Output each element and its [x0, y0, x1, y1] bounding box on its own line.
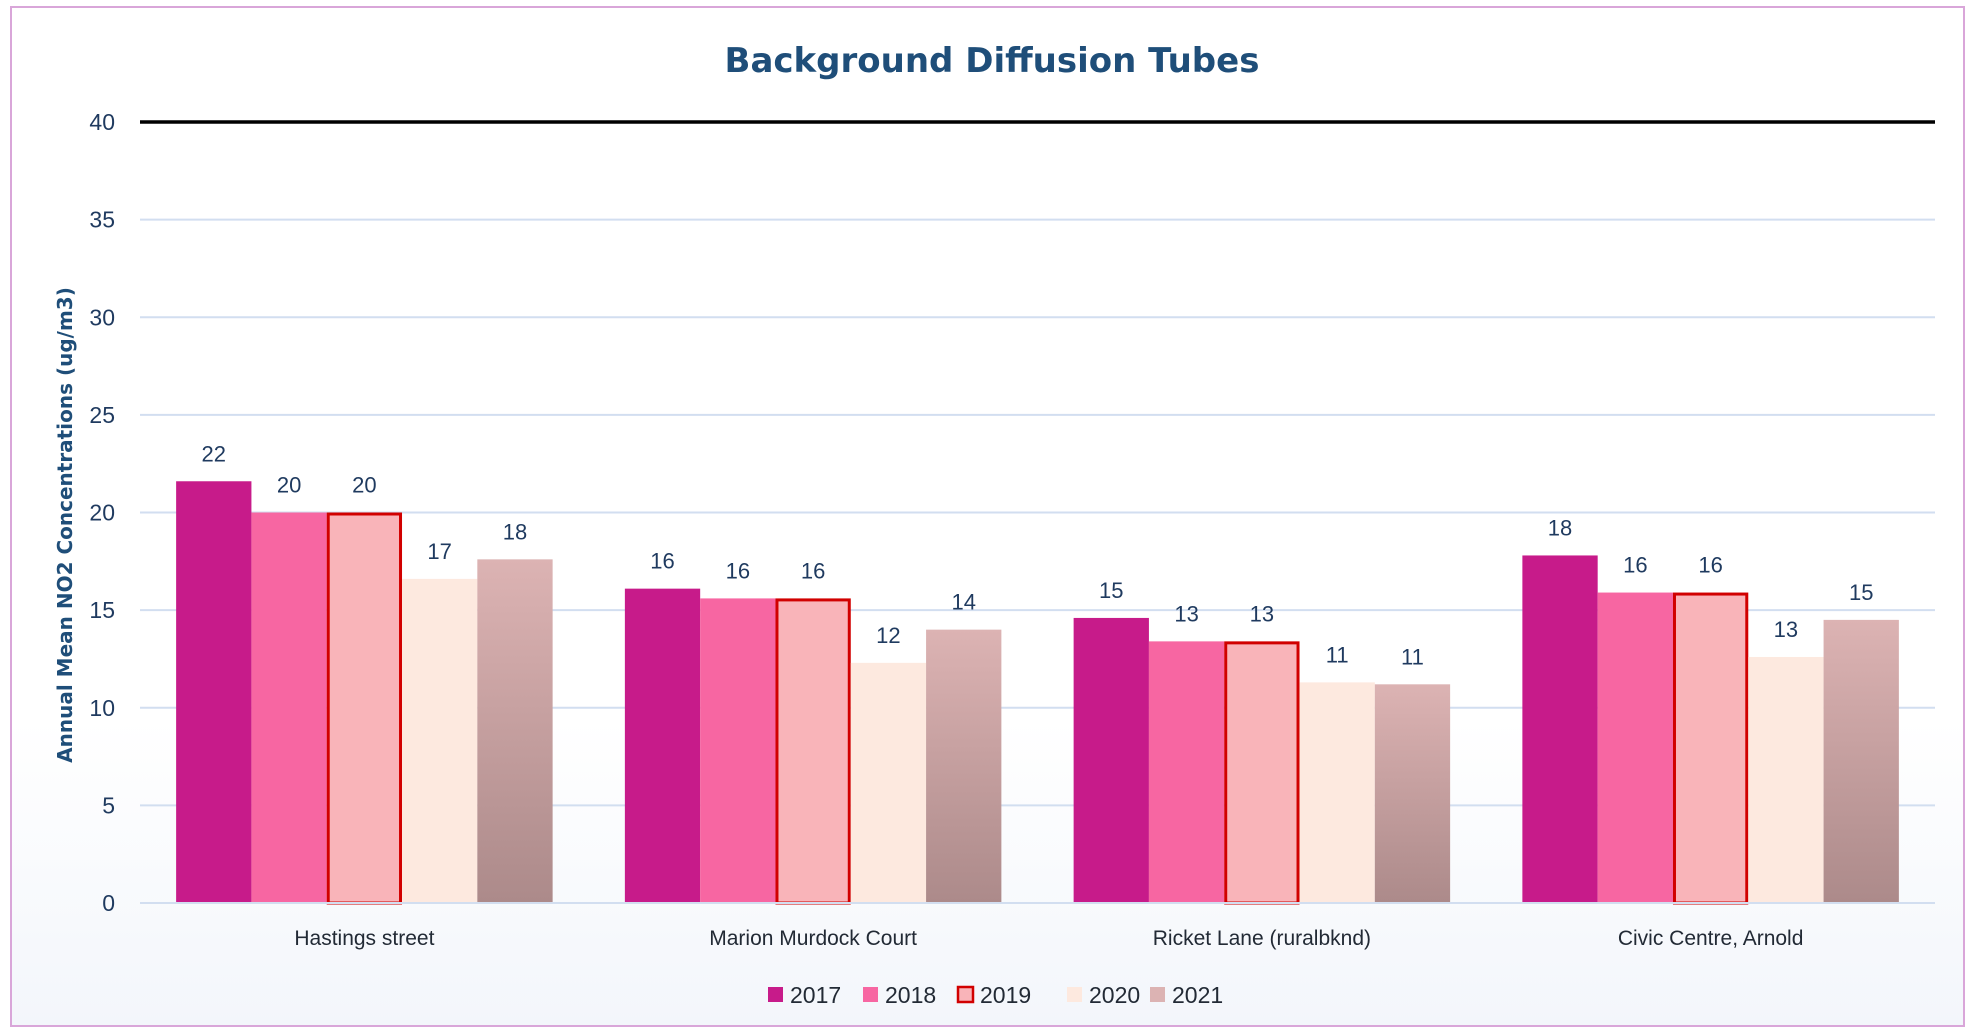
legend-label-2021: 2021	[1172, 982, 1223, 1008]
legend-label-2020: 2020	[1089, 982, 1140, 1008]
x-tick-label-1: Hastings street	[294, 927, 434, 950]
y-tick-label-35: 35	[89, 207, 115, 233]
legend-swatch-2018	[863, 987, 878, 1002]
bar-2019-1	[326, 512, 403, 905]
bar-2019-3	[1224, 641, 1300, 905]
data-label-2020-3: 11	[1326, 642, 1349, 667]
data-label-2020-1: 17	[427, 539, 451, 564]
x-tick-label-4: Civic Centre, Arnold	[1618, 927, 1804, 950]
legend-swatch-2021	[1150, 987, 1165, 1002]
bar-2019-4	[1672, 592, 1749, 905]
y-tick-label-20: 20	[89, 500, 115, 526]
y-tick-label-40: 40	[89, 109, 115, 135]
data-label-2019-3: 13	[1250, 601, 1274, 626]
bar-2019-2	[775, 598, 851, 905]
data-label-2020-4: 13	[1774, 617, 1798, 642]
legend-label-2018: 2018	[885, 982, 936, 1008]
data-label-2019-1: 20	[352, 473, 376, 498]
data-label-2018-3: 13	[1174, 601, 1198, 626]
legend-swatch-2017	[768, 987, 783, 1002]
bar-2021-3	[1374, 684, 1451, 903]
data-label-2021-2: 14	[951, 590, 975, 615]
data-label-2021-1: 18	[503, 519, 527, 544]
y-tick-label-15: 15	[89, 597, 115, 623]
y-tick-label-10: 10	[89, 695, 115, 721]
legend-label-2017: 2017	[790, 982, 841, 1008]
x-tick-label-3: Ricket Lane (ruralbknd)	[1153, 927, 1371, 950]
axes: 0 5 10 15 20 25 30 35 40 Hastings street Marion Mu…	[89, 109, 1935, 950]
bars	[176, 481, 1899, 905]
legend: 2017 2018 2019 2020 2021	[768, 982, 1223, 1008]
data-label-2018-4: 16	[1623, 553, 1647, 578]
legend-label-2019: 2019	[980, 982, 1031, 1008]
bar-2017-4	[1522, 555, 1598, 903]
bar-2018-2	[700, 598, 776, 903]
bar-2017-3	[1073, 617, 1149, 903]
bar-2018-1	[251, 512, 327, 903]
data-label-2017-1: 22	[202, 441, 226, 466]
data-label-2020-2: 12	[876, 623, 900, 648]
data-label-2017-3: 15	[1099, 578, 1123, 603]
bar-2017-1	[176, 481, 252, 903]
bar-2021-1	[477, 559, 553, 903]
legend-swatch-2020	[1067, 987, 1082, 1002]
data-labels: 22 20 20 17 18 16 16 16 12 14 15 13 13 11 11 18 16 16 13 15	[202, 441, 1874, 669]
bar-2018-4	[1597, 592, 1673, 903]
bar-2020-4	[1748, 656, 1824, 903]
data-label-2017-2: 16	[650, 549, 674, 574]
data-label-2018-2: 16	[726, 558, 750, 583]
y-tick-label-5: 5	[102, 792, 115, 818]
bar-2017-2	[624, 588, 701, 903]
y-tick-label-25: 25	[89, 402, 115, 428]
data-label-2017-4: 18	[1548, 515, 1572, 540]
data-label-2019-4: 16	[1698, 553, 1722, 578]
bar-2018-3	[1148, 641, 1225, 903]
bar-2021-2	[926, 629, 1002, 903]
chart-title: Background Diffusion Tubes	[725, 41, 1260, 81]
bar-2021-4	[1823, 619, 1899, 903]
x-tick-label-2: Marion Murdock Court	[709, 927, 917, 950]
y-tick-label-30: 30	[89, 304, 115, 330]
y-axis-label: Annual Mean NO2 Concentrations (ug/m3)	[53, 287, 77, 763]
legend-swatch-2019	[956, 985, 975, 1004]
data-label-2021-4: 15	[1849, 580, 1873, 605]
bar-2020-3	[1299, 682, 1375, 903]
bar-2020-1	[402, 578, 478, 903]
bar-2020-2	[850, 662, 927, 903]
data-label-2021-3: 11	[1401, 644, 1424, 669]
data-label-2018-1: 20	[277, 473, 301, 498]
data-label-2019-2: 16	[801, 558, 825, 583]
y-tick-label-0: 0	[102, 890, 115, 916]
